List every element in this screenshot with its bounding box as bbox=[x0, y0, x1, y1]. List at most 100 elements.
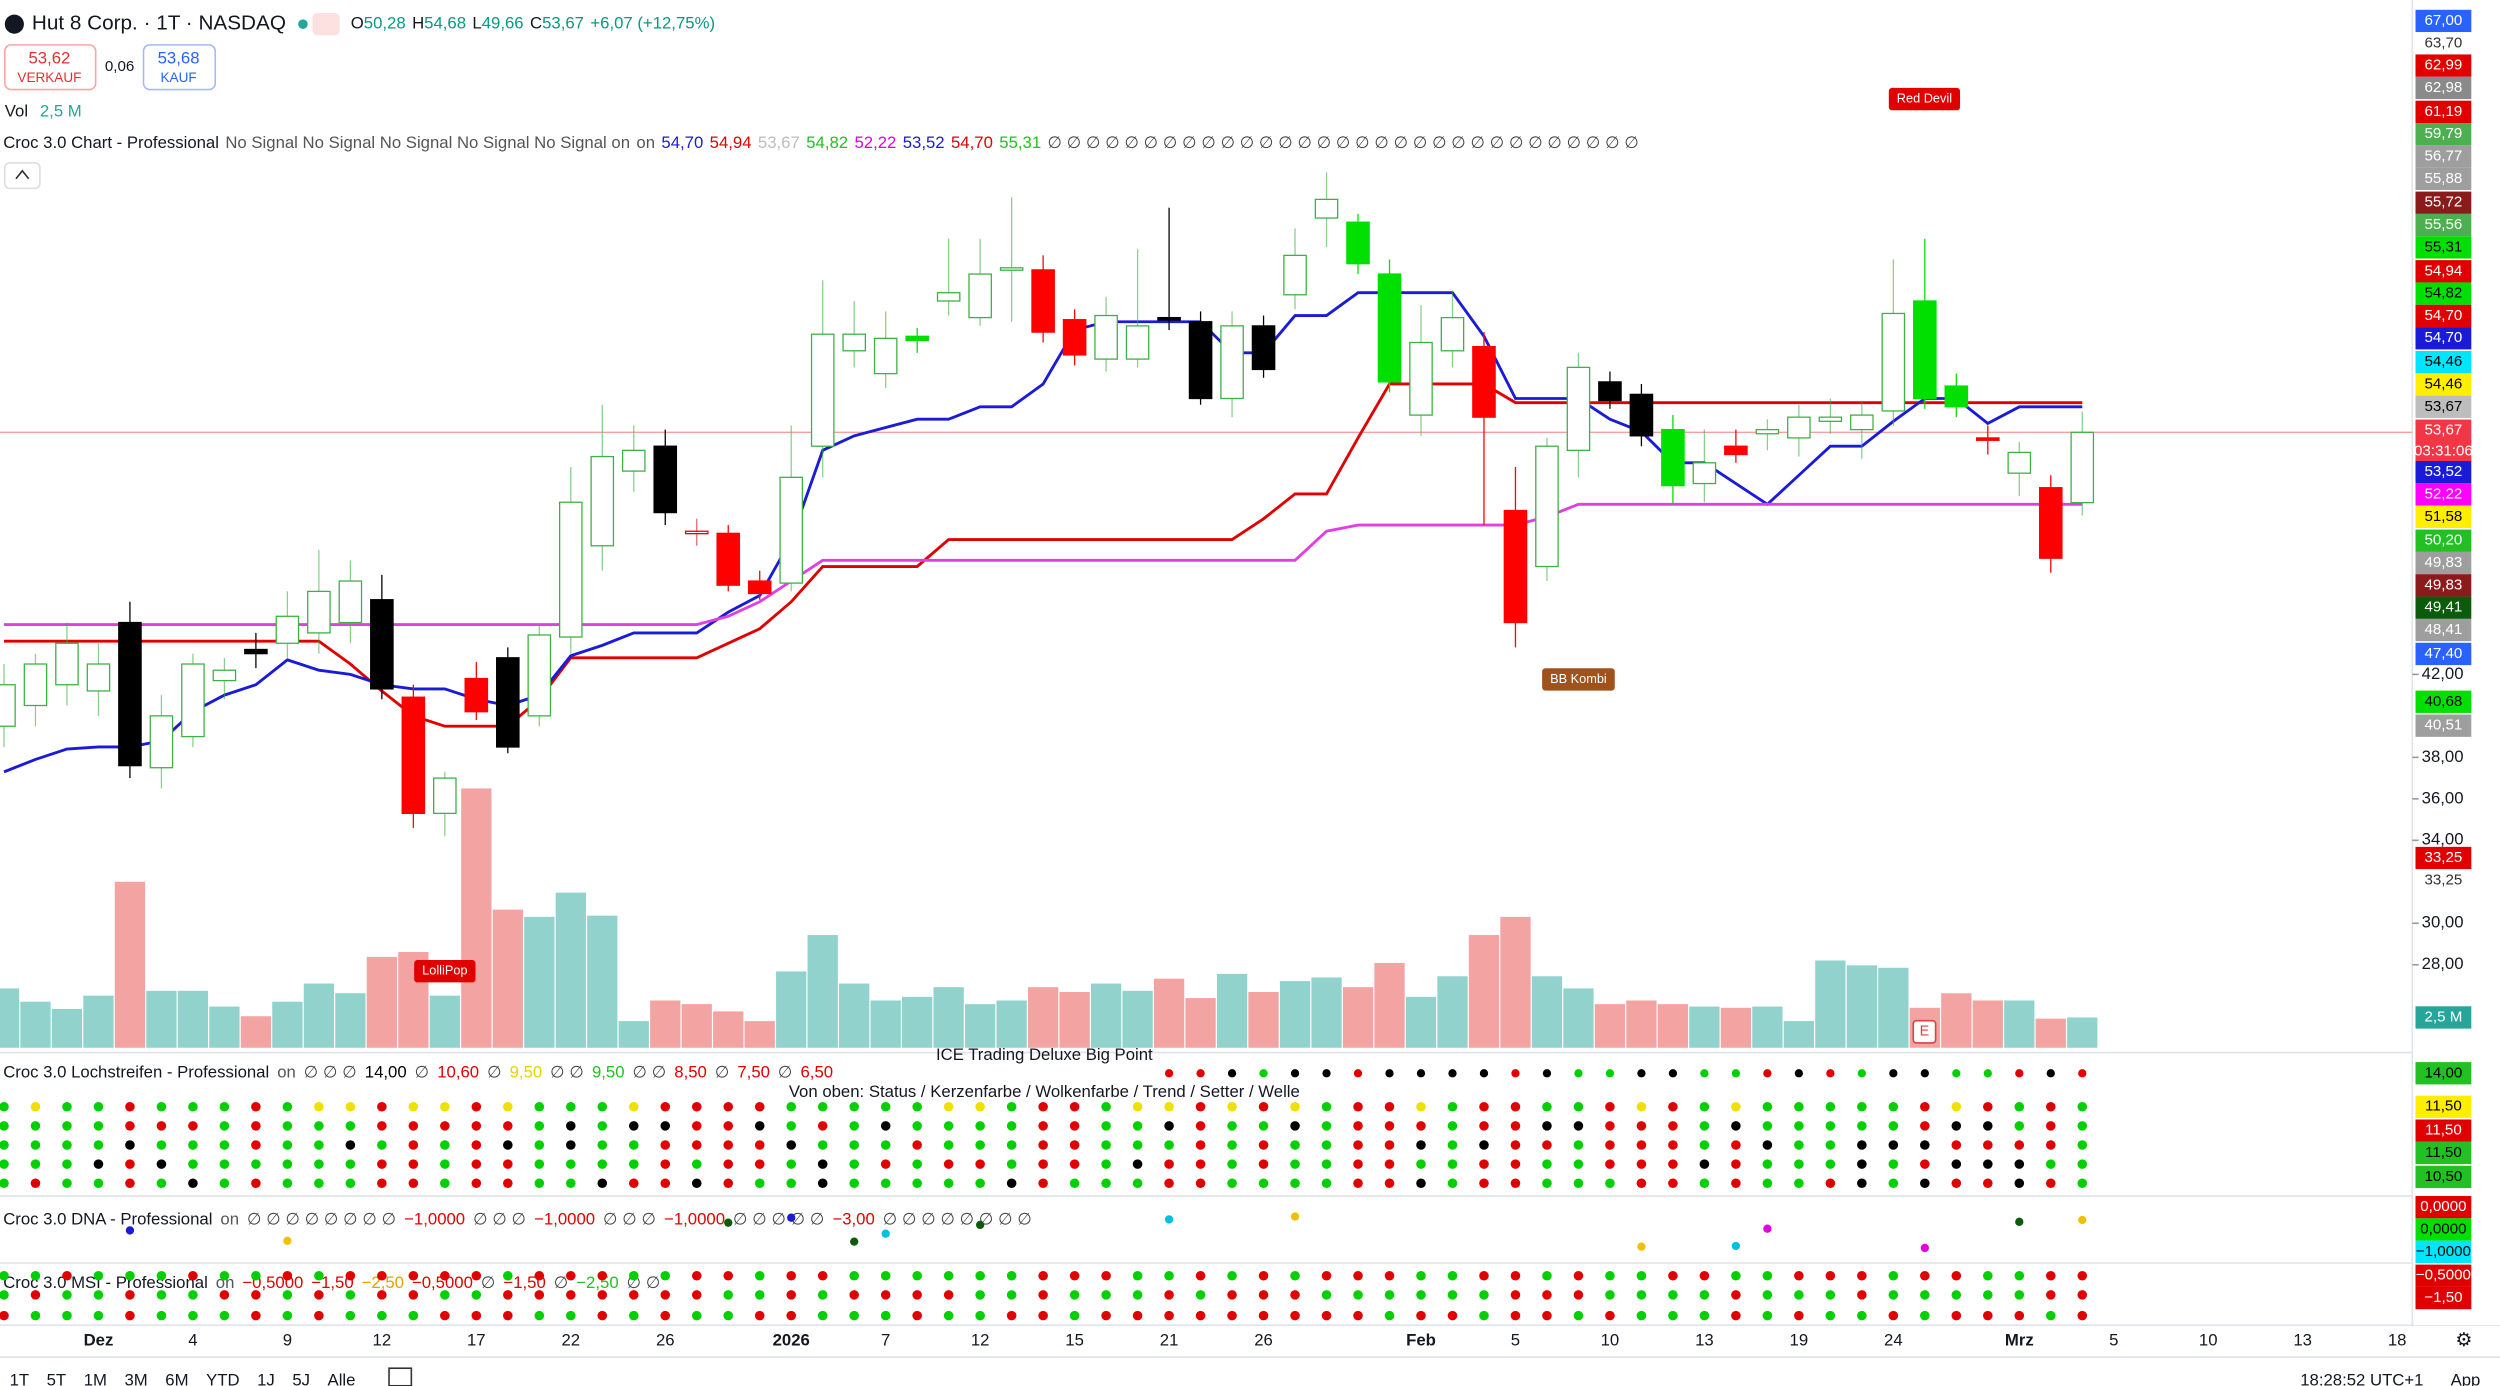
msi-dot bbox=[1227, 1290, 1237, 1300]
msi-dot bbox=[786, 1310, 796, 1321]
msi-dot bbox=[1384, 1270, 1395, 1281]
state-dot bbox=[1605, 1101, 1615, 1112]
volume-bar bbox=[366, 956, 398, 1048]
state-dot bbox=[2045, 1140, 2056, 1150]
state-dot bbox=[314, 1140, 324, 1150]
annotation-box bbox=[1542, 668, 1615, 691]
state-dot bbox=[943, 1178, 954, 1189]
price-tag-label: 53,67 bbox=[2424, 398, 2462, 415]
buy-button[interactable] bbox=[142, 44, 217, 91]
volume-bar bbox=[933, 987, 964, 1048]
state-dot bbox=[377, 1159, 387, 1169]
state-dot bbox=[1763, 1069, 1772, 1078]
msi-dot bbox=[188, 1290, 198, 1300]
sell-button[interactable] bbox=[3, 44, 97, 91]
msi-dot bbox=[251, 1290, 261, 1300]
msi-dot bbox=[125, 1290, 135, 1300]
ohlc-key: H bbox=[412, 14, 424, 33]
state-dot bbox=[30, 1101, 41, 1112]
range-button[interactable]: Alle bbox=[328, 1370, 356, 1386]
volume-bar bbox=[51, 1008, 83, 1048]
state-dot bbox=[1951, 1121, 1962, 1131]
price-tag bbox=[2415, 282, 2472, 305]
candle-body bbox=[464, 677, 489, 713]
state-dot bbox=[943, 1159, 954, 1169]
msi-dot bbox=[849, 1290, 859, 1300]
state-dot bbox=[408, 1121, 419, 1131]
collapse-button[interactable] bbox=[3, 162, 41, 190]
state-dot bbox=[282, 1159, 293, 1169]
state-dot bbox=[2014, 1101, 2025, 1112]
msi-dot bbox=[0, 1310, 9, 1321]
state-dot bbox=[1384, 1159, 1395, 1169]
msi-dot bbox=[1573, 1270, 1584, 1281]
state-dot bbox=[1038, 1121, 1048, 1131]
state-dot bbox=[1794, 1101, 1804, 1112]
price-tick-label: 34,00 bbox=[2422, 830, 2464, 849]
state-dot bbox=[1888, 1121, 1899, 1131]
time-label: 5 bbox=[1511, 1331, 1520, 1350]
state-dot bbox=[1794, 1178, 1804, 1189]
state-dot bbox=[1983, 1159, 1993, 1169]
candle-body bbox=[1157, 316, 1181, 321]
state-dot bbox=[1038, 1159, 1048, 1169]
dna-dot bbox=[1637, 1242, 1646, 1251]
time-label: 22 bbox=[561, 1331, 580, 1350]
state-dot bbox=[534, 1101, 545, 1112]
volume-bar bbox=[555, 892, 586, 1048]
mode-icon[interactable] bbox=[312, 12, 340, 36]
price-tag-label: 11,50 bbox=[2425, 1098, 2462, 1115]
msi-dot bbox=[1416, 1310, 1426, 1321]
price-tag-label: 10,50 bbox=[2424, 1168, 2462, 1185]
state-dot bbox=[1542, 1101, 1552, 1112]
app-button[interactable]: App bbox=[2451, 1370, 2481, 1386]
price-tag bbox=[2415, 1006, 2472, 1029]
indicator-value: 52,22 bbox=[854, 133, 896, 152]
state-dot bbox=[817, 1140, 828, 1150]
volume-bar bbox=[1815, 960, 1846, 1048]
state-dot bbox=[849, 1101, 859, 1112]
state-dot bbox=[534, 1121, 545, 1131]
pane-value: ∅ bbox=[715, 1063, 730, 1082]
range-button[interactable]: 1T bbox=[10, 1370, 30, 1386]
state-dot bbox=[1101, 1101, 1111, 1112]
state-dot bbox=[1006, 1140, 1017, 1150]
candle-body bbox=[1566, 366, 1591, 451]
state-dot bbox=[880, 1178, 891, 1189]
msi-dot bbox=[1510, 1310, 1521, 1321]
state-dot bbox=[2077, 1159, 2088, 1169]
msi-dot bbox=[660, 1310, 671, 1321]
msi-dot bbox=[975, 1270, 985, 1281]
state-dot bbox=[188, 1101, 198, 1112]
indicator-signals: No Signal No Signal No Signal No Signal … bbox=[225, 133, 630, 152]
range-button[interactable]: 5T bbox=[47, 1370, 67, 1386]
msi-dot bbox=[156, 1270, 167, 1281]
pane-value: 14,00 bbox=[365, 1063, 407, 1082]
price-tag-label: 11,50 bbox=[2425, 1122, 2462, 1139]
countdown-bg bbox=[2415, 440, 2472, 462]
msi-dot bbox=[1164, 1290, 1174, 1300]
volume-bar bbox=[902, 996, 933, 1048]
range-button[interactable]: 5J bbox=[292, 1370, 310, 1386]
range-button[interactable]: 1M bbox=[84, 1370, 107, 1386]
indicator-status: on bbox=[636, 133, 655, 152]
candle-body bbox=[1062, 319, 1087, 356]
range-button[interactable]: 6M bbox=[165, 1370, 188, 1386]
volume-bar bbox=[1531, 976, 1563, 1048]
range-button[interactable]: YTD bbox=[206, 1370, 239, 1386]
dna-dot bbox=[2078, 1215, 2087, 1225]
state-dot bbox=[1573, 1159, 1584, 1169]
msi-dot bbox=[1668, 1290, 1678, 1300]
range-button[interactable]: 3M bbox=[124, 1370, 147, 1386]
state-dot bbox=[471, 1159, 482, 1169]
state-dot bbox=[1636, 1140, 1647, 1150]
settings-icon[interactable]: ⚙ bbox=[2455, 1330, 2472, 1351]
range-button[interactable]: 1J bbox=[257, 1370, 275, 1386]
price-tag bbox=[2415, 551, 2472, 575]
state-dot bbox=[691, 1121, 702, 1131]
state-dot bbox=[1510, 1178, 1521, 1189]
time-label: 10 bbox=[2199, 1331, 2218, 1350]
msi-dot bbox=[282, 1310, 293, 1321]
state-dot bbox=[219, 1121, 230, 1131]
state-dot bbox=[1384, 1101, 1395, 1112]
